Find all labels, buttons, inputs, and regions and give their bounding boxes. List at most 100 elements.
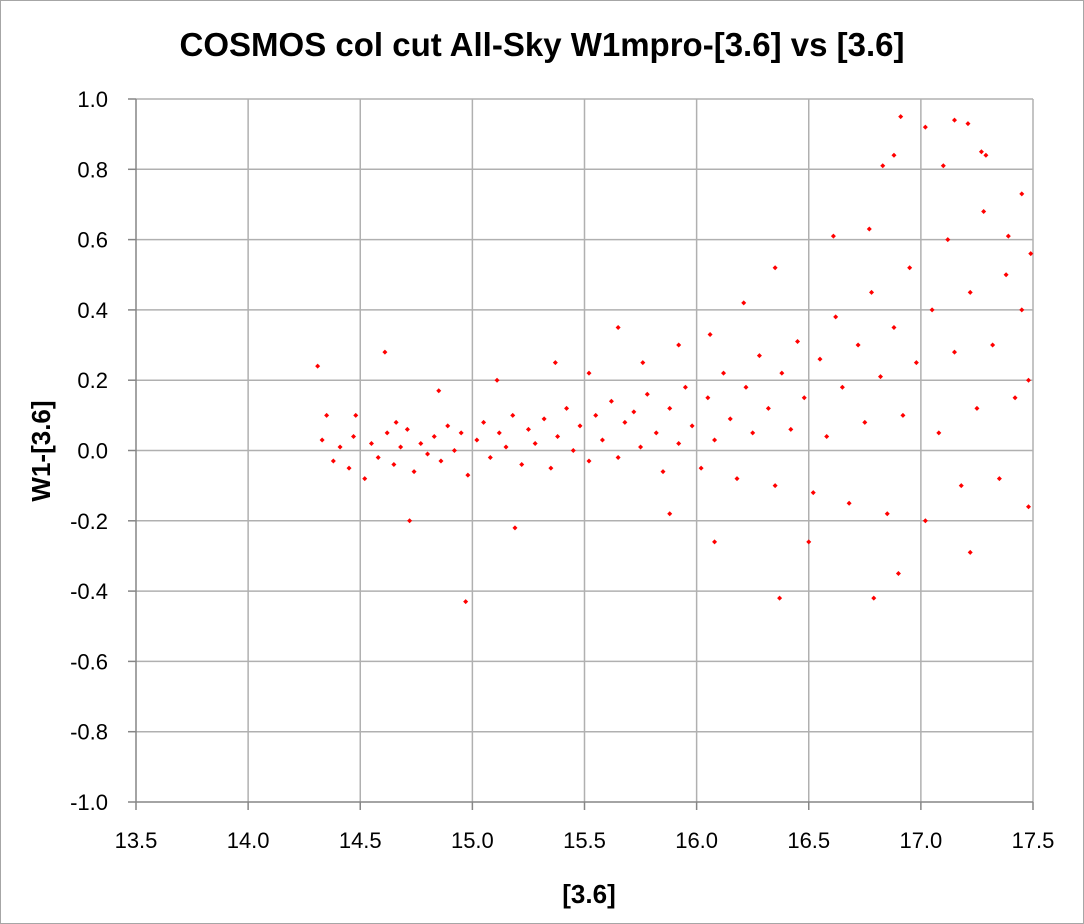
y-tick-label: -1.0 <box>70 790 108 815</box>
data-point <box>824 433 830 439</box>
data-point <box>958 483 964 489</box>
data-point-layer <box>315 114 1034 605</box>
data-point <box>880 163 886 169</box>
y-tick-label: 0.0 <box>77 439 108 464</box>
data-point <box>830 233 836 239</box>
data-point <box>750 430 756 436</box>
data-point <box>1026 377 1032 383</box>
tick-label-layer: 13.5 14.0 14.5 15.0 15.5 16.0 16.5 17.0 17.5 1.0 0… <box>70 87 1054 853</box>
data-point <box>698 465 704 471</box>
x-tick-label: 17.0 <box>899 828 942 853</box>
data-point <box>967 289 973 295</box>
data-point <box>756 353 762 359</box>
data-point <box>871 595 877 601</box>
data-point <box>512 525 518 531</box>
data-point <box>869 289 875 295</box>
data-point <box>891 152 897 158</box>
y-tick-label: 0.4 <box>77 298 108 323</box>
grid-layer <box>136 98 1034 802</box>
data-point <box>445 423 451 429</box>
data-point <box>555 433 561 439</box>
data-point <box>1026 504 1032 510</box>
data-point <box>810 490 816 496</box>
data-point <box>330 458 336 464</box>
data-point <box>967 549 973 555</box>
data-point <box>393 419 399 425</box>
data-point <box>676 440 682 446</box>
y-tick-label: -0.8 <box>70 720 108 745</box>
data-point <box>689 423 695 429</box>
x-tick-label: 16.0 <box>675 828 718 853</box>
data-point <box>496 430 502 436</box>
data-point <box>368 440 374 446</box>
y-tick-label: 0.8 <box>77 157 108 182</box>
data-point <box>463 599 469 605</box>
data-point <box>525 426 531 432</box>
data-point <box>351 433 357 439</box>
data-point <box>353 412 359 418</box>
data-point <box>907 265 913 271</box>
y-tick-label: 0.6 <box>77 228 108 253</box>
data-point <box>1003 272 1009 278</box>
data-point <box>1019 307 1025 313</box>
data-point <box>801 395 807 401</box>
data-point <box>660 469 666 475</box>
data-point <box>404 426 410 432</box>
data-point <box>855 342 861 348</box>
data-point <box>676 342 682 348</box>
data-point <box>319 437 325 443</box>
data-point <box>965 121 971 127</box>
data-point <box>936 430 942 436</box>
data-point <box>990 342 996 348</box>
data-point <box>913 360 919 366</box>
data-point <box>788 426 794 432</box>
y-tick-label: -0.2 <box>70 509 108 534</box>
data-point <box>712 539 718 545</box>
data-point <box>945 237 951 243</box>
data-point <box>465 472 471 478</box>
data-point <box>474 437 480 443</box>
data-point <box>615 324 621 330</box>
data-point <box>772 483 778 489</box>
data-point <box>1028 251 1034 257</box>
data-point <box>638 444 644 450</box>
data-point <box>682 384 688 390</box>
data-point <box>772 265 778 271</box>
x-tick-label: 15.5 <box>563 828 606 853</box>
data-point <box>978 149 984 155</box>
data-point <box>586 370 592 376</box>
data-point <box>741 300 747 306</box>
x-axis-title: [3.6] <box>562 879 615 909</box>
data-point <box>577 423 583 429</box>
data-point <box>806 539 812 545</box>
data-point <box>833 314 839 320</box>
data-point <box>940 163 946 169</box>
data-point <box>519 462 525 468</box>
data-point <box>653 430 659 436</box>
x-tick-label: 14.0 <box>227 828 270 853</box>
data-point <box>765 405 771 411</box>
data-point <box>411 469 417 475</box>
data-point <box>640 360 646 366</box>
data-point <box>564 405 570 411</box>
data-point <box>548 465 554 471</box>
data-point <box>996 476 1002 482</box>
data-point <box>346 465 352 471</box>
data-point <box>952 117 958 123</box>
data-point <box>981 208 987 214</box>
data-point <box>451 448 457 453</box>
data-point <box>391 462 397 468</box>
data-point <box>458 430 464 436</box>
data-point <box>384 430 390 436</box>
data-point <box>503 444 509 450</box>
data-point <box>407 518 413 524</box>
data-point <box>898 114 904 120</box>
data-point <box>929 307 935 313</box>
data-point <box>862 419 868 425</box>
data-point <box>1019 191 1025 197</box>
data-point <box>622 419 628 425</box>
data-point <box>900 412 906 418</box>
data-point <box>777 595 783 601</box>
y-tick-label: 0.2 <box>77 368 108 393</box>
data-point <box>878 374 884 380</box>
